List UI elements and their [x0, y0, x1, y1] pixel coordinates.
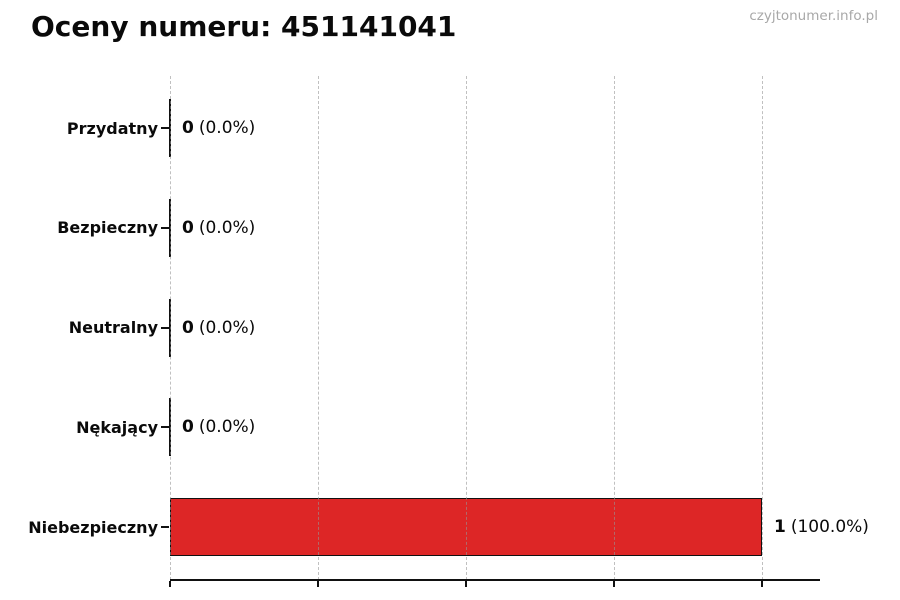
- value-label-bezpieczny: 0 (0.0%): [182, 215, 255, 241]
- value-label-niebezpieczny: 1 (100.0%): [774, 514, 869, 540]
- category-label-neutralny: Neutralny: [68, 318, 158, 337]
- category-label-bezpieczny: Bezpieczny: [57, 218, 158, 238]
- gridline-x-0.5: [466, 76, 467, 580]
- gridline-x-0.75: [614, 76, 615, 580]
- value-count: 0: [182, 217, 194, 238]
- y-axis-tick: [161, 526, 169, 528]
- value-label-n-kaj-cy: 0 (0.0%): [182, 414, 255, 440]
- x-axis-tick: [169, 581, 171, 587]
- x-axis-tick: [613, 581, 615, 587]
- value-percent: (0.0%): [198, 118, 256, 138]
- x-axis-tick: [761, 581, 763, 587]
- watermark: czyjtonumer.info.pl: [749, 8, 878, 24]
- value-count: 0: [182, 317, 194, 338]
- category-label-n-kaj-cy: Nękający: [76, 417, 158, 437]
- value-count: 0: [182, 118, 194, 138]
- value-percent: (0.0%): [198, 317, 256, 338]
- y-axis-tick: [161, 226, 169, 229]
- x-axis-line: [170, 579, 820, 581]
- y-axis-tick: [161, 127, 169, 129]
- chart-title: Oceny numeru: 451141041: [31, 10, 457, 43]
- y-axis-tick: [161, 426, 169, 429]
- value-count: 1: [774, 517, 786, 537]
- value-label-przydatny: 0 (0.0%): [182, 115, 255, 141]
- gridline-x-0: [170, 76, 171, 580]
- y-axis-tick: [161, 326, 169, 329]
- category-label-przydatny: Przydatny: [66, 118, 158, 138]
- gridline-x-1: [762, 76, 763, 580]
- value-percent: (0.0%): [198, 417, 256, 438]
- value-count: 0: [182, 417, 194, 438]
- x-axis-tick: [317, 581, 319, 587]
- value-label-neutralny: 0 (0.0%): [182, 315, 255, 341]
- x-axis-tick: [465, 581, 467, 587]
- gridline-x-0.25: [318, 76, 319, 580]
- value-percent: (0.0%): [198, 217, 256, 238]
- category-label-niebezpieczny: Niebezpieczny: [28, 517, 158, 537]
- value-percent: (100.0%): [790, 517, 869, 537]
